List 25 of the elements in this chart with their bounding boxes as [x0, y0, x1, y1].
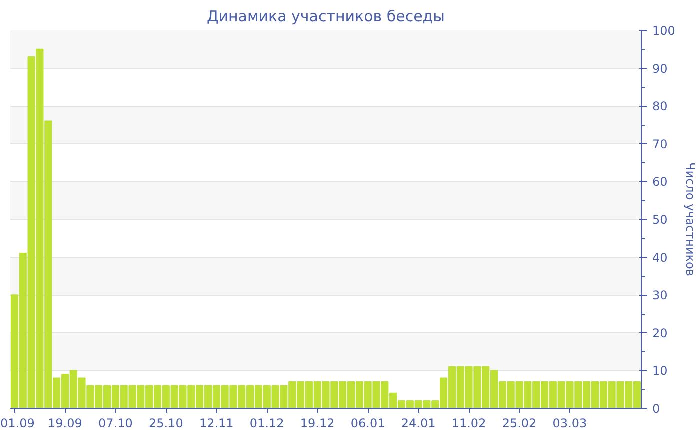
- y-tick-label: 40: [652, 250, 668, 265]
- y-tick-label: 60: [652, 175, 668, 190]
- x-tick-label: 25.02: [502, 416, 537, 430]
- y-tick-label: 100: [652, 24, 676, 38]
- y-tick-label: 0: [652, 402, 660, 416]
- x-tick-label: 11.02: [452, 416, 486, 430]
- y-tick-label: 50: [652, 213, 668, 227]
- x-tick-label: 25.10: [148, 416, 184, 430]
- x-tick-label: 19.09: [48, 416, 82, 430]
- y-axis-title: Число участников: [683, 162, 698, 276]
- x-tick-label: 12.11: [199, 416, 234, 430]
- x-tick-label: 01.09: [0, 416, 35, 430]
- chart-title: Динамика участников беседы: [206, 8, 446, 26]
- x-tick-label: 07.10: [98, 416, 133, 430]
- x-tick-label: 01.12: [250, 416, 284, 430]
- y-tick-label: 20: [652, 326, 668, 340]
- x-tick-label: 06.01: [350, 416, 386, 430]
- x-tick-label: 24.01: [401, 416, 436, 430]
- x-tick-label: 03.03: [552, 416, 588, 430]
- y-tick-label: 10: [652, 364, 668, 378]
- y-tick-label: 90: [652, 62, 668, 76]
- y-tick-label: 30: [652, 288, 668, 303]
- y-tick-label: 70: [652, 137, 668, 152]
- y-tick-label: 80: [652, 100, 668, 114]
- x-tick-label: 19.12: [300, 416, 335, 430]
